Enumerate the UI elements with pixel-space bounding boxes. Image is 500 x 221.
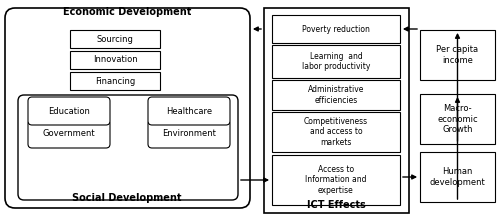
- Text: Competitiveness
and access to
markets: Competitiveness and access to markets: [304, 117, 368, 147]
- Text: Learning  and
labor productivity: Learning and labor productivity: [302, 52, 370, 71]
- Text: Human
development: Human development: [430, 167, 486, 187]
- Bar: [420, 94, 495, 144]
- FancyBboxPatch shape: [28, 97, 110, 125]
- Bar: [420, 152, 495, 202]
- Bar: [272, 155, 400, 205]
- Bar: [70, 72, 160, 90]
- Bar: [272, 80, 400, 110]
- Text: Economic Development: Economic Development: [63, 7, 191, 17]
- Text: Per capita
income: Per capita income: [436, 45, 478, 65]
- Text: Education: Education: [48, 107, 90, 116]
- Bar: [70, 30, 160, 48]
- FancyBboxPatch shape: [18, 95, 238, 200]
- Text: Macro-
economic
Growth: Macro- economic Growth: [437, 104, 478, 134]
- Text: Sourcing: Sourcing: [96, 34, 134, 44]
- Bar: [272, 112, 400, 152]
- Bar: [264, 8, 409, 213]
- Text: Financing: Financing: [95, 76, 135, 86]
- Text: Healthcare: Healthcare: [166, 107, 212, 116]
- FancyBboxPatch shape: [5, 8, 250, 208]
- Text: Poverty reduction: Poverty reduction: [302, 25, 370, 34]
- Bar: [272, 15, 400, 43]
- Bar: [272, 45, 400, 78]
- Bar: [420, 30, 495, 80]
- FancyBboxPatch shape: [148, 97, 230, 125]
- Text: ICT Effects: ICT Effects: [306, 200, 366, 210]
- FancyBboxPatch shape: [28, 120, 110, 148]
- Text: Government: Government: [42, 130, 96, 139]
- Text: Administrative
efficiencies: Administrative efficiencies: [308, 85, 364, 105]
- Text: Innovation: Innovation: [92, 55, 138, 65]
- Text: Access to
Information and
expertise: Access to Information and expertise: [305, 165, 367, 195]
- FancyBboxPatch shape: [148, 120, 230, 148]
- Text: Environment: Environment: [162, 130, 216, 139]
- Text: Social Development: Social Development: [72, 193, 182, 203]
- Bar: [70, 51, 160, 69]
